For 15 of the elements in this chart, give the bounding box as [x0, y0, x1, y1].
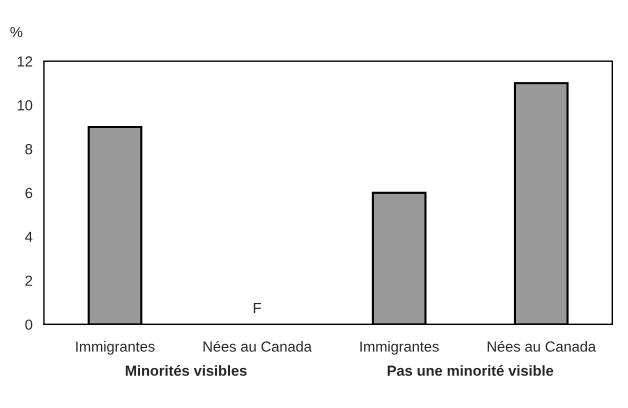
x-tick-label: Immigrantes	[360, 341, 439, 355]
y-tick-label: 4	[25, 232, 32, 242]
text: F	[254, 302, 261, 313]
y-tick-label: 2	[25, 276, 32, 286]
text: Pas une minorité visible	[388, 365, 554, 376]
y-tick-label: 6	[25, 188, 32, 198]
text: Minorités visibles	[126, 365, 247, 376]
y-tick-label: 12	[18, 56, 32, 66]
y-tick-label: 0	[25, 319, 32, 330]
y-tick-label: 10	[18, 100, 32, 110]
x-tick-label: Nées au Canada	[204, 340, 312, 352]
x-tick-label: Nées au Canada	[488, 340, 596, 352]
y-axis-title: %	[10, 27, 22, 38]
y-tick-label: 8	[25, 144, 32, 154]
x-tick-label: Immigrantes	[76, 341, 155, 355]
